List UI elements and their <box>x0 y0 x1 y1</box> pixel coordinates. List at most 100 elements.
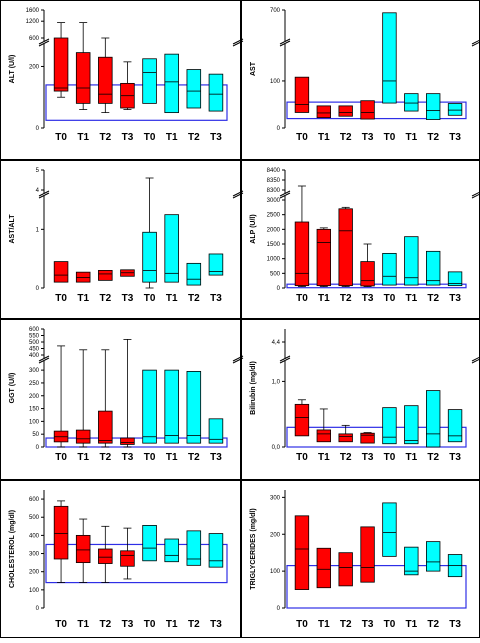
y-tick-label: 100 <box>270 569 281 575</box>
box-T3-group-a <box>121 62 135 110</box>
y-axis-title: AST <box>250 61 257 76</box>
box-T0-group-a <box>54 23 68 98</box>
box-T2-group-b <box>426 94 440 120</box>
box-T0-group-b <box>383 253 397 285</box>
box-T2-group-b <box>426 391 440 447</box>
box-T0-group-b <box>383 503 397 556</box>
x-tick-label: T2 <box>340 452 352 463</box>
y-axis-title: ALP (U/l) <box>250 214 257 243</box>
chart-panel-4: 050010001500200025003000830083508400ALP … <box>242 161 480 319</box>
box-T1-group-b <box>405 406 419 444</box>
box-body <box>143 232 157 282</box>
x-tick-label: T1 <box>318 293 330 304</box>
x-tick-label: T3 <box>210 619 222 630</box>
y-axis-title: GGT (U/l) <box>9 373 16 404</box>
x-tick-label: T1 <box>405 619 417 630</box>
y-tick-label: 0 <box>277 126 281 132</box>
x-tick-label: T2 <box>340 619 352 630</box>
x-tick-label: T3 <box>122 619 134 630</box>
box-body <box>317 430 331 442</box>
box-body <box>426 391 440 447</box>
box-T1-group-b <box>165 54 179 112</box>
x-tick-label: T2 <box>340 293 352 304</box>
box-T1-group-b <box>405 237 419 285</box>
x-tick-label: T3 <box>449 293 461 304</box>
box-body <box>317 229 331 285</box>
box-body <box>383 13 397 103</box>
x-tick-label: T0 <box>384 619 396 630</box>
box-T1-group-b <box>405 547 419 575</box>
box-body <box>76 430 90 443</box>
box-T1-group-b <box>165 539 179 562</box>
x-tick-label: T3 <box>210 293 222 304</box>
x-tick-label: T1 <box>77 132 89 143</box>
box-T0-group-b <box>383 408 397 444</box>
x-tick-label: T0 <box>144 132 156 143</box>
box-body <box>295 404 309 435</box>
box-body <box>383 253 397 285</box>
x-tick-label: T3 <box>210 132 222 143</box>
box-T1-group-a <box>317 106 331 118</box>
y-tick-label: 2000 <box>267 227 281 233</box>
box-T0-group-b <box>143 59 157 104</box>
y-tick-label: 600 <box>29 36 40 42</box>
x-tick-label: T0 <box>144 619 156 630</box>
x-tick-label: T3 <box>362 293 374 304</box>
y-tick-label: 1500 <box>267 242 281 248</box>
x-tick-label: T0 <box>296 293 308 304</box>
box-T3-group-b <box>209 254 223 275</box>
x-tick-label: T1 <box>166 619 178 630</box>
y-tick-label: 1,0 <box>272 379 281 385</box>
box-body <box>361 101 375 119</box>
box-T0-group-a <box>54 346 68 447</box>
y-tick-label: 200 <box>29 64 40 70</box>
x-tick-label: T0 <box>55 132 67 143</box>
x-tick-label: T3 <box>449 619 461 630</box>
box-body <box>448 410 462 442</box>
box-body <box>317 548 331 587</box>
box-body <box>426 542 440 572</box>
box-T2-group-b <box>187 371 201 443</box>
y-tick-label: 500 <box>270 271 281 277</box>
x-tick-label: T3 <box>122 452 134 463</box>
y-axis-title: AST/ALT <box>9 214 16 244</box>
x-tick-label: T2 <box>427 132 439 143</box>
box-T1-group-a <box>76 23 90 110</box>
panel-border <box>242 161 480 319</box>
y-tick-label: 700 <box>270 8 281 14</box>
y-tick-label: 600 <box>29 327 40 333</box>
box-body <box>187 70 201 108</box>
x-tick-label: T1 <box>405 452 417 463</box>
y-tick-label: 1000 <box>267 257 281 263</box>
box-body <box>339 106 353 116</box>
box-body <box>448 104 462 116</box>
x-tick-label: T2 <box>99 293 111 304</box>
box-body <box>165 215 179 282</box>
box-T3-group-a <box>121 339 135 447</box>
box-body <box>121 551 135 566</box>
x-tick-label: T0 <box>55 293 67 304</box>
box-body <box>383 503 397 556</box>
box-T1-group-a <box>317 409 331 442</box>
box-body <box>98 411 112 443</box>
y-tick-label: 250 <box>29 381 40 387</box>
box-T2-group-a <box>339 553 353 586</box>
box-T3-group-a <box>121 528 135 579</box>
box-T2-group-a <box>339 106 353 116</box>
y-tick-label: 300 <box>29 552 40 558</box>
box-T2-group-a <box>98 526 112 582</box>
x-tick-label: T3 <box>122 132 134 143</box>
x-tick-label: T0 <box>384 132 396 143</box>
box-body <box>143 59 157 104</box>
x-tick-label: T0 <box>296 132 308 143</box>
box-body <box>98 270 112 280</box>
y-tick-label: 200 <box>29 570 40 576</box>
box-T0-group-b <box>143 178 157 288</box>
box-body <box>165 539 179 562</box>
box-T0-group-b <box>143 525 157 560</box>
y-tick-label: 300 <box>270 495 281 501</box>
